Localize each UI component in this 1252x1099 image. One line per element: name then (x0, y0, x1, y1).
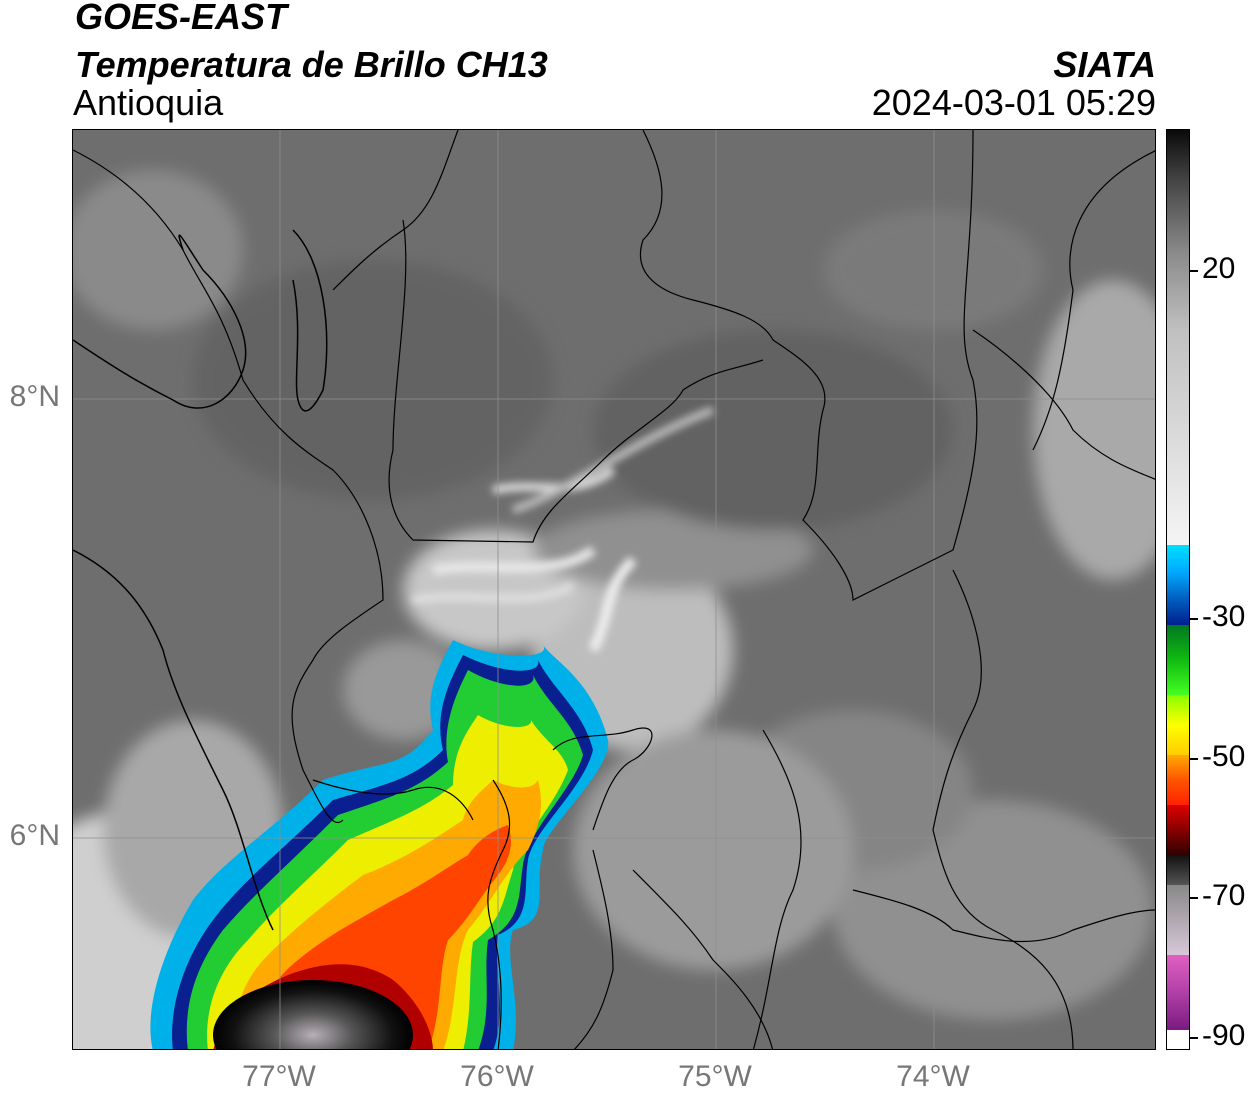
convective-cell (150, 640, 609, 1049)
datetime-label: 2024-03-01 05:29 (871, 82, 1156, 123)
colorbar-label: -90 (1202, 1019, 1246, 1052)
region-label: Antioquia (73, 82, 224, 123)
colorbar-tick (1190, 897, 1198, 899)
colorbar-tick (1190, 618, 1198, 620)
coastline (73, 229, 328, 931)
lat-tick-label: 6°N (9, 819, 60, 852)
colorbar-label: -30 (1202, 600, 1246, 633)
cloud-texture (73, 170, 1155, 1049)
lon-tick-label: 77°W (242, 1060, 316, 1093)
lon-tick-label: 76°W (460, 1060, 534, 1093)
colorbar (1166, 129, 1190, 1050)
colorbar-tick (1190, 1037, 1198, 1039)
product-title: Temperatura de Brillo CH13 (75, 44, 548, 85)
satellite-title: GOES-EAST (75, 0, 288, 37)
lat-tick-label: 8°N (9, 380, 60, 413)
lon-tick-label: 74°W (896, 1060, 970, 1093)
graticule (73, 130, 1155, 1049)
colorbar-tick (1190, 270, 1198, 272)
admin-borders (73, 130, 1155, 1049)
colorbar-label: -70 (1202, 879, 1246, 912)
map-canvas (73, 130, 1155, 1049)
colorbar-label: 20 (1202, 252, 1236, 285)
colorbar-label: -50 (1202, 740, 1246, 773)
satellite-map[interactable] (72, 129, 1156, 1050)
lon-tick-label: 75°W (678, 1060, 752, 1093)
cirrus-streaks (412, 406, 715, 653)
org-label: SIATA (1053, 44, 1156, 85)
colorbar-tick (1190, 758, 1198, 760)
